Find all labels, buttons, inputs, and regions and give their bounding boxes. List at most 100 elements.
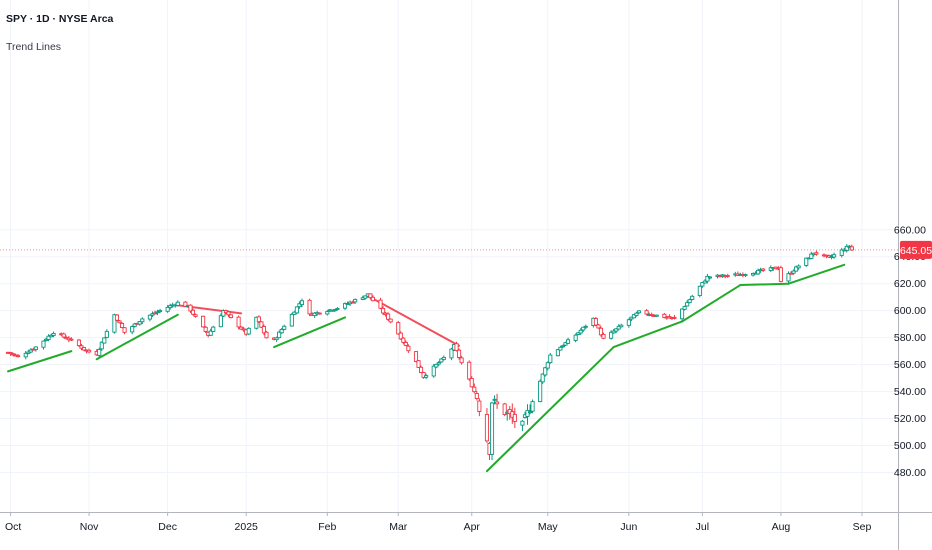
candle-body (690, 295, 695, 300)
x-tick-label: Apr (464, 521, 481, 533)
candle-body (102, 337, 107, 344)
candle-body (155, 311, 160, 314)
chart-title[interactable]: SPY · 1D · NYSE Arca (6, 13, 114, 25)
candle-body (525, 409, 530, 417)
candle-body (342, 303, 348, 309)
candle-body (226, 311, 231, 316)
candle-body (839, 249, 844, 256)
candle-body (682, 306, 687, 310)
candle-body (312, 312, 317, 317)
candle-body (472, 386, 477, 393)
candle-body (631, 314, 636, 319)
candle-body (332, 309, 337, 312)
candle-body (218, 315, 223, 328)
candle-body (137, 321, 142, 325)
candle-body (289, 313, 294, 327)
candle-body (183, 301, 188, 307)
candle-body (81, 347, 87, 351)
candle-body (28, 349, 33, 353)
candle-body (844, 245, 849, 251)
candle-body (457, 349, 462, 358)
candle-body (307, 299, 312, 315)
candle-body (548, 354, 553, 364)
candle-body (8, 352, 13, 355)
candle-body (804, 257, 809, 266)
candle-body (626, 319, 631, 326)
candle-body (421, 372, 426, 378)
candle-body (685, 302, 690, 307)
candle-body (700, 282, 705, 287)
candle-body (49, 334, 54, 338)
candle-body (419, 366, 424, 373)
candle-body (449, 348, 454, 359)
support-trend-line (739, 282, 790, 287)
candle-body (175, 301, 180, 306)
x-tick-label: Oct (5, 521, 21, 533)
resistance-trend-line (366, 294, 461, 347)
candle-body (611, 330, 616, 334)
candle-body (563, 342, 568, 346)
candle-body (697, 285, 702, 297)
candle-body (687, 299, 692, 304)
candle-body (239, 326, 244, 330)
candle-body (87, 349, 92, 353)
y-tick-label: 520.00 (894, 413, 926, 425)
candle-body (439, 358, 444, 363)
candle-body (193, 314, 198, 317)
candle-body (581, 326, 586, 331)
x-tick-label: May (538, 521, 559, 533)
candle-body (565, 339, 571, 344)
candle-body (558, 346, 563, 351)
candle-body (26, 351, 31, 354)
candle-body (277, 331, 282, 339)
candle-body (168, 305, 173, 309)
candle-body (396, 322, 401, 335)
candle-body (601, 334, 606, 339)
last-price-tag (900, 240, 932, 259)
y-tick-label: 620.00 (894, 278, 926, 290)
candle-body (672, 316, 677, 319)
support-trend-line (681, 284, 742, 323)
candle-body (403, 342, 408, 346)
candle-body (849, 246, 854, 251)
candle-body (413, 351, 419, 362)
candle-body (117, 320, 122, 324)
candle-body (649, 314, 654, 316)
candle-body (527, 411, 533, 414)
candle-body (388, 318, 393, 323)
candle-body (530, 401, 535, 412)
candle-body (46, 335, 51, 340)
candle-body (190, 309, 196, 315)
candle-body (264, 331, 269, 339)
x-tick-label: Sep (853, 521, 872, 533)
candle-body (282, 325, 287, 330)
candle-body (555, 349, 560, 357)
candle-body (680, 308, 685, 320)
candle-body (406, 345, 411, 352)
candle-body (540, 373, 545, 383)
y-tick-label: 600.00 (894, 305, 926, 317)
candle-body (165, 306, 170, 312)
y-tick-label: 560.00 (894, 359, 926, 371)
candle-body (236, 316, 241, 328)
candle-body (545, 362, 550, 369)
candle-body (188, 304, 193, 312)
candle-body (368, 293, 373, 299)
support-trend-line (612, 320, 684, 349)
candle-body (477, 400, 482, 412)
candle-body (61, 333, 66, 338)
candle-body (796, 265, 801, 269)
candle-body (294, 306, 299, 314)
candle-body (112, 314, 117, 333)
indicator-label[interactable]: Trend Lines (6, 41, 62, 53)
candle-body (104, 330, 109, 338)
candle-body (702, 280, 707, 284)
candle-body (152, 312, 158, 315)
candle-body (221, 310, 226, 317)
candle-body (598, 327, 604, 336)
candle-body (119, 323, 125, 329)
x-tick-label: 2025 (235, 521, 259, 533)
trend-lines-layer (7, 263, 846, 473)
